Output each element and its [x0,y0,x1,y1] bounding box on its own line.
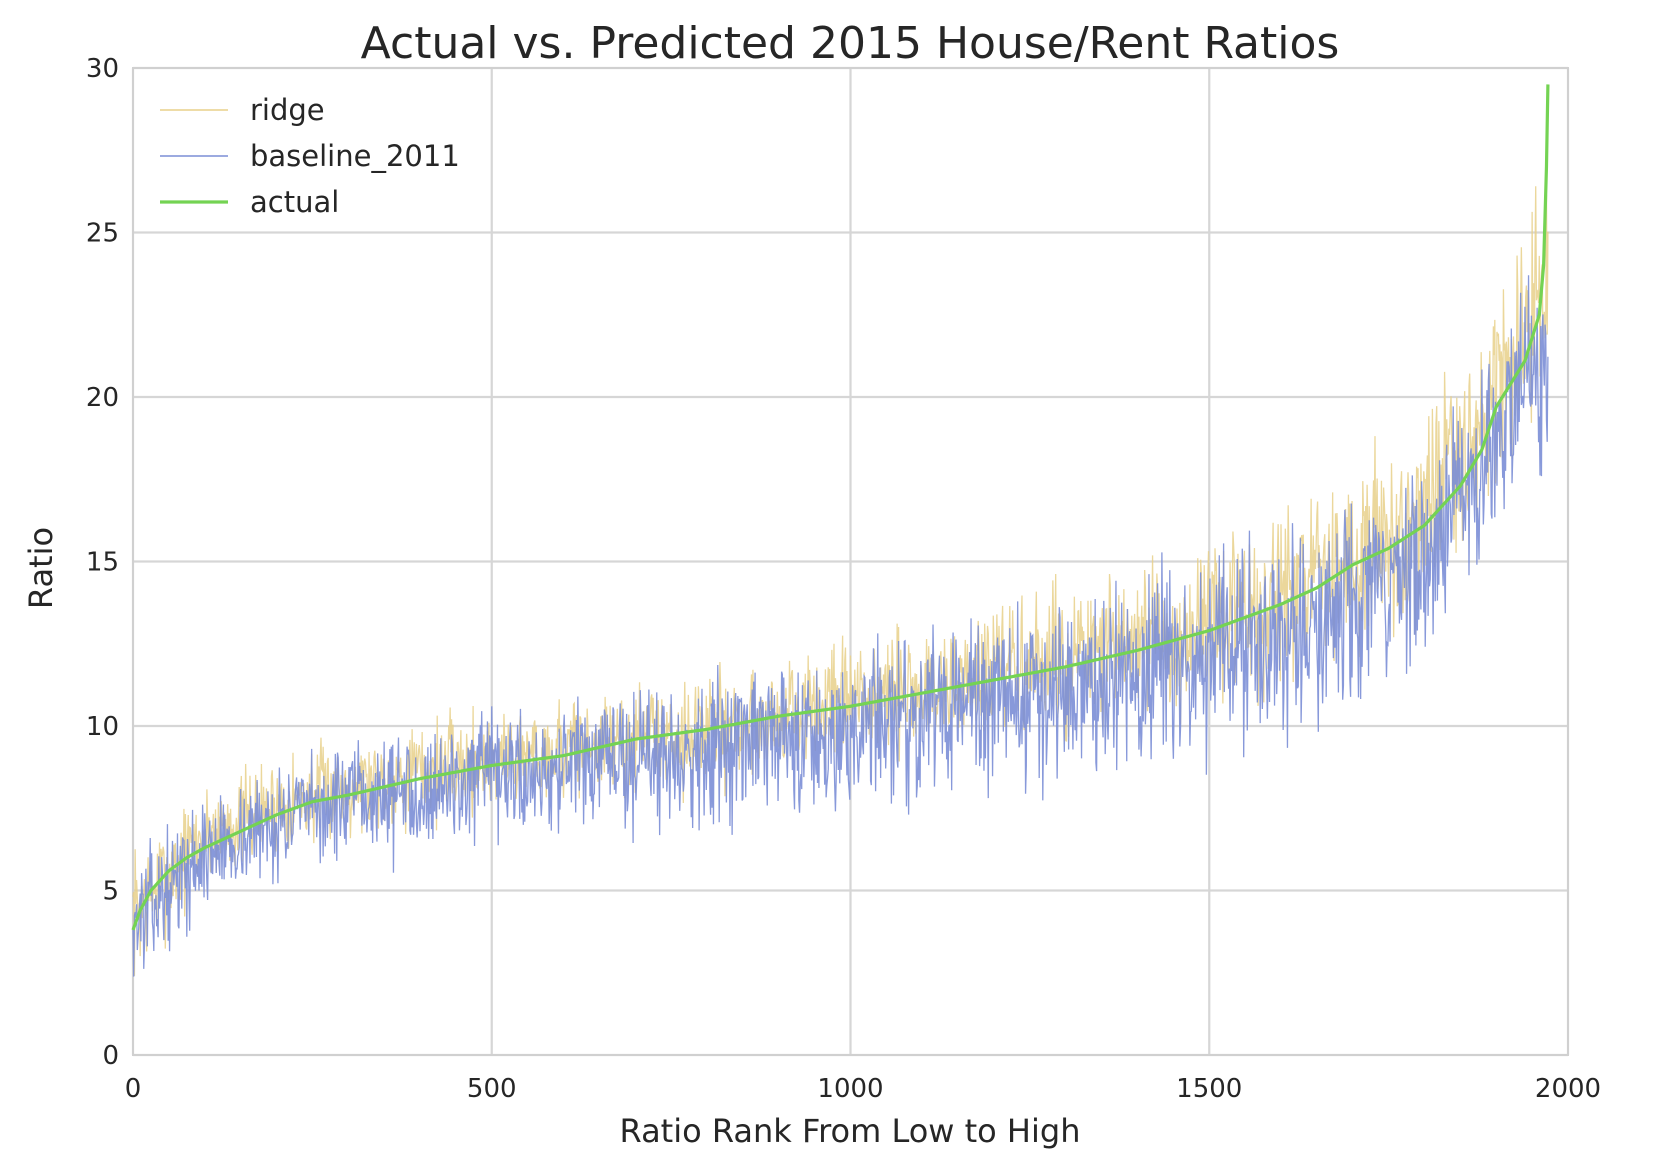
series-line-ridge [132,186,1549,976]
chart-title: Actual vs. Predicted 2015 House/Rent Rat… [361,18,1340,69]
y-axis-label: Ratio [22,527,60,609]
y-tick-label: 20 [86,383,119,413]
x-tick-label: 0 [125,1074,142,1104]
y-tick-label: 5 [102,877,119,907]
series-line-baseline_2011 [132,275,1549,977]
tick-labels: 0 5 10 15 20 25 30 0 500 1000 1500 2000 [86,54,1601,1104]
gridlines [131,66,1570,1057]
plot-frame [132,67,1569,1056]
legend-label-ridge: ridge [250,93,325,127]
y-tick-label: 15 [86,548,119,578]
legend-label-baseline_2011: baseline_2011 [250,139,460,173]
y-tick-label: 25 [86,219,119,249]
x-tick-label: 500 [467,1074,517,1104]
y-tick-label: 30 [86,54,119,84]
plot-area [131,84,1550,977]
x-tick-label: 1000 [817,1074,883,1104]
x-tick-label: 1500 [1176,1074,1242,1104]
x-axis-label: Ratio Rank From Low to High [620,1112,1081,1150]
series-line-actual [131,84,1550,931]
y-tick-label: 10 [86,712,119,742]
y-tick-label: 0 [102,1041,119,1071]
legend-label-actual: actual [250,185,339,219]
x-tick-label: 2000 [1535,1074,1601,1104]
